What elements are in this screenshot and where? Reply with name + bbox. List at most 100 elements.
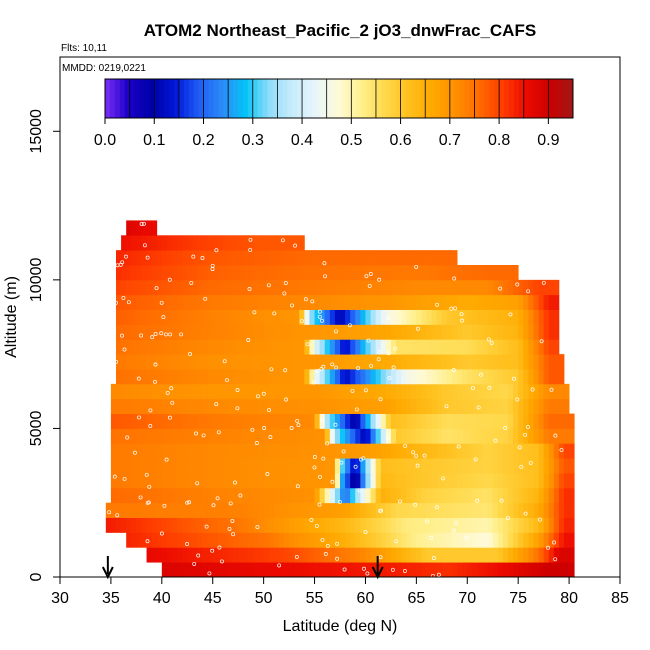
- x-tick-label: 45: [204, 590, 222, 607]
- heatmap-cell: [350, 502, 356, 518]
- heatmap-cell: [222, 294, 229, 310]
- heatmap-cell: [299, 502, 305, 518]
- heatmap-cell: [360, 324, 366, 340]
- heatmap-cell: [426, 547, 433, 563]
- heatmap-cell: [131, 458, 137, 474]
- x-tick-label: 80: [560, 590, 578, 607]
- heatmap-cell: [116, 413, 122, 429]
- heatmap-cell: [156, 502, 163, 518]
- heatmap-cell: [263, 383, 270, 400]
- measurement-dot: [233, 480, 237, 485]
- heatmap-cell: [370, 428, 377, 444]
- x-axis-label: Latitude (deg N): [283, 618, 398, 635]
- heatmap-cell: [324, 265, 331, 281]
- heatmap-cell: [380, 339, 387, 355]
- heatmap-cell: [431, 309, 438, 325]
- heatmap-cell: [513, 487, 519, 504]
- heatmap-cell: [172, 235, 178, 251]
- heatmap-cell: [457, 324, 463, 340]
- heatmap-cell: [289, 309, 295, 325]
- heatmap-cell: [161, 354, 168, 370]
- heatmap-cell: [324, 250, 331, 266]
- measurement-dot: [189, 280, 194, 285]
- heatmap-cell: [365, 369, 371, 385]
- heatmap-cell: [441, 309, 448, 325]
- heatmap-cell: [177, 562, 183, 578]
- colorbar-swatch: [548, 79, 554, 118]
- heatmap-cell: [314, 279, 321, 296]
- heatmap-cell: [217, 398, 224, 414]
- heatmap-cell: [217, 294, 224, 310]
- heatmap-cell: [380, 517, 387, 533]
- heatmap-cell: [309, 339, 315, 355]
- measurement-dot: [159, 300, 164, 305]
- measurement-dot: [422, 453, 427, 458]
- heatmap-cell: [126, 517, 132, 533]
- measurement-dot: [309, 518, 314, 522]
- heatmap-cell: [238, 294, 244, 310]
- heatmap-cell: [558, 473, 565, 489]
- heatmap-cell: [263, 532, 270, 548]
- heatmap-cell: [411, 487, 417, 504]
- heatmap-cell: [228, 235, 234, 251]
- measurement-dot: [452, 276, 457, 281]
- heatmap-cell: [263, 354, 270, 370]
- heatmap-cell: [278, 487, 285, 504]
- heatmap-cell: [309, 517, 315, 533]
- heatmap-cell: [187, 279, 193, 296]
- heatmap-cell: [248, 369, 254, 385]
- heatmap-cell: [421, 413, 427, 429]
- heatmap-cell: [401, 547, 407, 563]
- heatmap-cell: [533, 354, 539, 370]
- heatmap-cell: [136, 413, 142, 429]
- heatmap-cell: [238, 562, 244, 578]
- heatmap-cell: [126, 339, 132, 355]
- heatmap-cell: [482, 458, 489, 474]
- colorbar-tick-label: 0.4: [291, 132, 313, 149]
- heatmap-cell: [436, 294, 443, 310]
- heatmap-cell: [446, 458, 453, 474]
- heatmap-cell: [340, 517, 346, 533]
- heatmap-cell: [553, 487, 560, 504]
- heatmap-cell: [131, 309, 137, 325]
- heatmap-cell: [238, 383, 244, 400]
- heatmap-cell: [182, 339, 188, 355]
- colorbar-swatch: [228, 79, 234, 118]
- heatmap-cell: [533, 547, 539, 563]
- heatmap-cell: [192, 443, 198, 459]
- heatmap-cell: [355, 458, 361, 474]
- heatmap-cell: [334, 398, 341, 414]
- measurement-dot: [322, 261, 327, 266]
- heatmap-cell: [136, 369, 142, 385]
- heatmap-cell: [426, 398, 433, 414]
- heatmap-cell: [380, 532, 387, 548]
- heatmap-cell: [228, 473, 234, 489]
- heatmap-cell: [207, 473, 214, 489]
- heatmap-cell: [289, 502, 295, 518]
- measurement-dot: [339, 460, 344, 465]
- heatmap-cell: [243, 428, 249, 444]
- heatmap-cell: [518, 473, 524, 489]
- heatmap-cell: [278, 250, 285, 266]
- heatmap-cell: [396, 487, 402, 504]
- heatmap-cell: [289, 339, 295, 355]
- measurement-dot: [394, 539, 399, 544]
- heatmap-cell: [116, 294, 122, 310]
- measurement-dot: [159, 531, 164, 536]
- measurement-dot: [314, 523, 319, 528]
- heatmap-cell: [345, 487, 351, 504]
- measurement-dot: [269, 367, 274, 372]
- x-tick-label: 40: [153, 590, 171, 607]
- heatmap-cell: [523, 547, 529, 563]
- heatmap-cell: [222, 473, 229, 489]
- heatmap-cell: [319, 443, 326, 459]
- heatmap-cell: [365, 309, 371, 325]
- heatmap-cell: [487, 562, 494, 578]
- heatmap-cell: [528, 547, 534, 563]
- heatmap-cell: [121, 428, 127, 444]
- heatmap-cell: [253, 383, 259, 400]
- measurement-dot: [147, 484, 152, 489]
- heatmap-cell: [350, 250, 356, 266]
- heatmap-cell: [426, 428, 433, 444]
- heatmap-cell: [518, 354, 524, 370]
